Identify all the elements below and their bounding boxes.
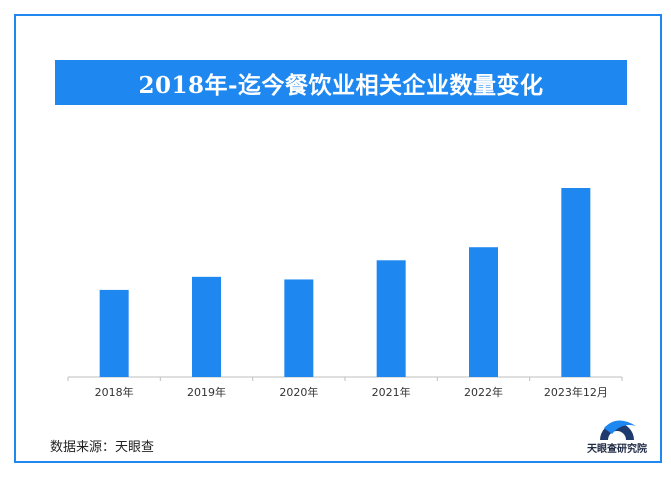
x-tick-label: 2022年 xyxy=(464,385,503,399)
bar-3 xyxy=(376,260,406,377)
logo-icon xyxy=(600,420,636,440)
logo-text: 天眼查研究院 xyxy=(587,444,647,455)
bar-4 xyxy=(469,247,498,377)
bar-2 xyxy=(284,279,314,377)
data-source: 数据来源：天眼查 xyxy=(50,440,155,455)
bar-1 xyxy=(192,276,221,377)
x-tick-label: 2020年 xyxy=(279,385,318,399)
chart-title: 2018年-迄今餐饮业相关企业数量变化 xyxy=(138,71,544,99)
x-tick-label: 2019年 xyxy=(187,385,226,399)
bar-5 xyxy=(561,188,591,377)
title-banner: 2018年-迄今餐饮业相关企业数量变化 xyxy=(55,60,627,105)
x-tick-label: 2018年 xyxy=(95,385,134,399)
x-tick-label: 2023年12月 xyxy=(544,385,608,399)
x-tick-label: 2021年 xyxy=(372,385,411,399)
tianyancha-logo: 天眼查研究院 xyxy=(582,408,652,458)
bar-0 xyxy=(99,289,129,377)
